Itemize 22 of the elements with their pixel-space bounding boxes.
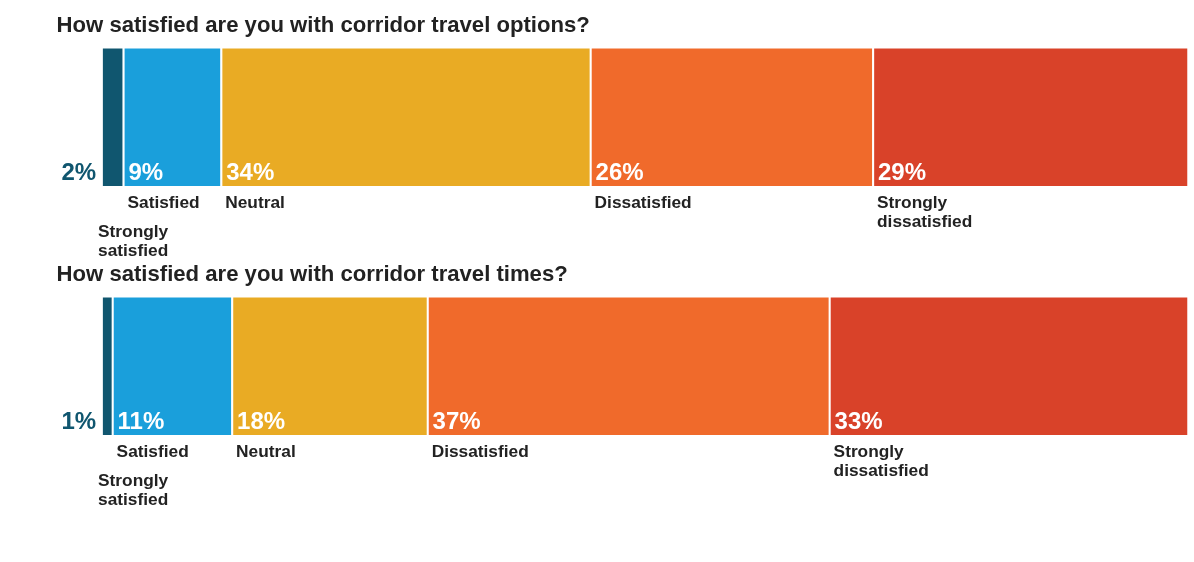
data-label: 29% bbox=[878, 158, 927, 186]
chart-title: How satisfied are you with corridor travel times? bbox=[56, 261, 568, 287]
series-label: Strongly satisfied bbox=[98, 470, 169, 510]
data-label: 37% bbox=[432, 407, 481, 435]
data-label: 18% bbox=[237, 407, 286, 435]
data-label: 1% bbox=[61, 407, 97, 435]
data-label: 2% bbox=[61, 158, 97, 186]
series-label: Strongly dissatisfied bbox=[877, 192, 973, 232]
data-label: 26% bbox=[595, 158, 644, 186]
series-label: Neutral bbox=[225, 192, 285, 213]
data-label: 33% bbox=[834, 407, 883, 435]
data-label: 9% bbox=[128, 158, 164, 186]
series-label: Neutral bbox=[236, 441, 296, 462]
series-label: Satisfied bbox=[116, 441, 189, 462]
series-label: Satisfied bbox=[127, 192, 200, 213]
series-label: Strongly satisfied bbox=[98, 221, 169, 261]
chart-title: How satisfied are you with corridor travel options? bbox=[56, 12, 590, 38]
data-label: 34% bbox=[226, 158, 275, 186]
series-label: Strongly dissatisfied bbox=[833, 441, 929, 481]
series-label: Dissatisfied bbox=[431, 441, 529, 462]
data-label: 11% bbox=[117, 407, 165, 435]
series-label: Dissatisfied bbox=[594, 192, 692, 213]
